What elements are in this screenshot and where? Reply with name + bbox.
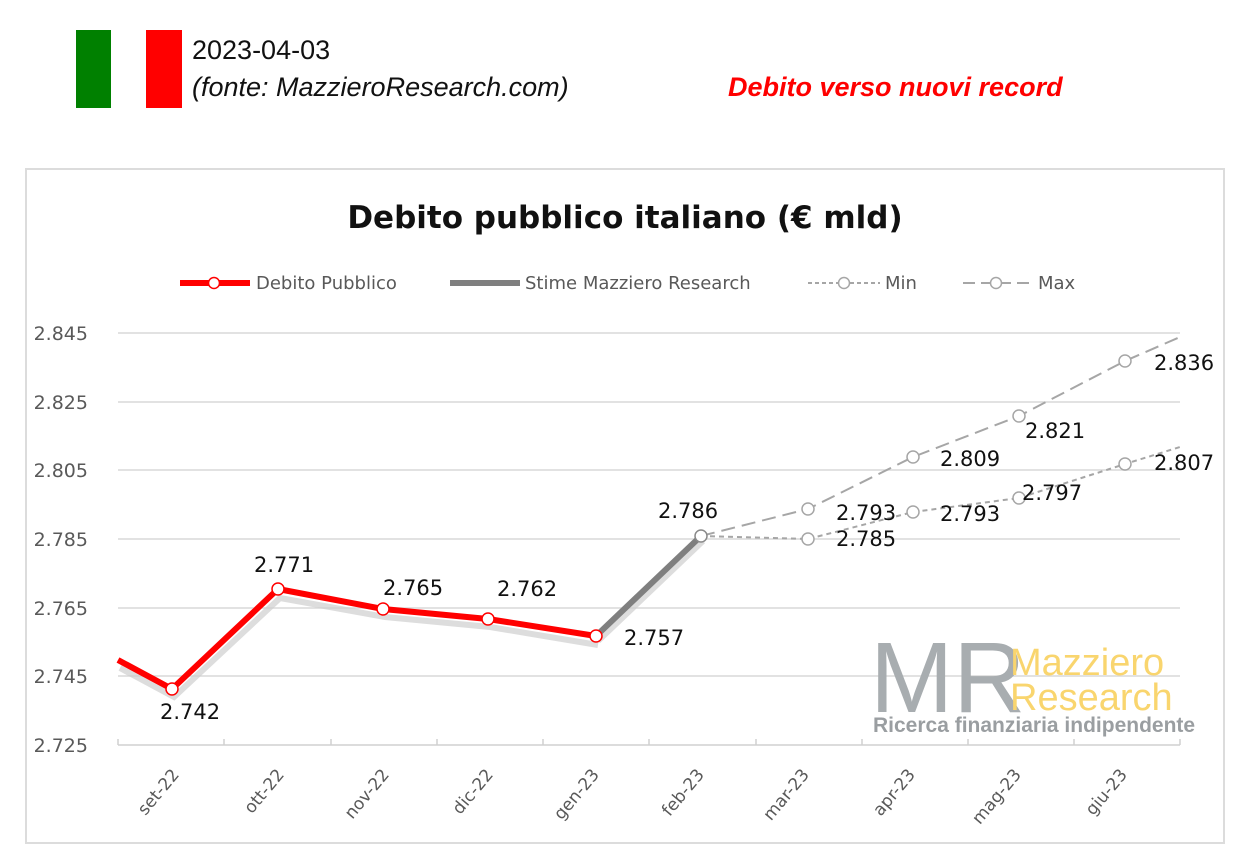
series-stime-shadow (595, 538, 706, 644)
watermark-name-line1: Mazziero (1010, 642, 1164, 684)
legend-item-debito-pubblico: Debito Pubblico (180, 273, 397, 294)
legend-label: Min (885, 273, 917, 294)
x-tick: mag-23 (968, 765, 1025, 828)
data-label: 2.807 (1154, 451, 1214, 475)
x-tick: nov-22 (341, 765, 394, 823)
gridlines (118, 332, 1180, 677)
data-label: 2.765 (383, 576, 443, 600)
x-axis (117, 739, 1181, 746)
x-tick: ott-22 (240, 765, 288, 817)
x-tick: giu-23 (1082, 765, 1132, 819)
x-axis-labels: set-22 ott-22 nov-22 dic-22 gen-23 feb-2… (134, 765, 1132, 828)
watermark-logo: MR (870, 622, 1026, 734)
debito-markers (165, 582, 603, 696)
y-tick: 2.745 (34, 666, 88, 688)
x-tick: mar-23 (760, 765, 814, 824)
data-label: 2.785 (836, 527, 896, 551)
series-debito-shadow (118, 594, 599, 701)
series-max-line (700, 336, 1181, 537)
x-tick: feb-23 (658, 765, 709, 820)
x-tick: set-22 (134, 765, 184, 819)
data-label: 2.797 (1022, 481, 1082, 505)
flag-green-stripe (76, 30, 111, 108)
source-credit: (fonte: MazzieroResearch.com) (192, 72, 569, 102)
data-label: 2.809 (940, 447, 1000, 471)
legend-item-max: Max (963, 273, 1076, 294)
y-tick: 2.785 (34, 529, 88, 551)
data-label: 2.793 (836, 501, 896, 525)
headline: Debito verso nuovi record (728, 72, 1063, 102)
legend-label: Stime Mazziero Research (525, 273, 751, 294)
series-min-line (700, 446, 1181, 541)
legend-label: Debito Pubblico (256, 273, 397, 294)
y-axis-labels: 2.845 2.825 2.805 2.785 2.765 2.745 2.72… (34, 323, 88, 757)
legend-item-stime: Stime Mazziero Research (450, 273, 751, 294)
y-tick: 2.765 (34, 598, 88, 620)
series-debito-line (116, 586, 597, 692)
legend-label: Max (1038, 273, 1076, 294)
x-tick: apr-23 (869, 765, 920, 820)
y-tick: 2.845 (34, 323, 88, 345)
watermark-name-line2: Research (1010, 677, 1173, 719)
y-tick: 2.805 (34, 460, 88, 482)
report-date: 2023-04-03 (192, 35, 331, 65)
series-stime-line (593, 533, 704, 639)
data-label: 2.757 (624, 626, 684, 650)
x-tick: gen-23 (550, 765, 604, 824)
forecast-markers (694, 354, 1132, 546)
mazziero-research-watermark: MR Mazziero Research Ricerca finanziaria… (870, 622, 1195, 737)
data-label: 2.771 (254, 553, 314, 577)
data-label: 2.742 (160, 700, 220, 724)
data-label: 2.793 (940, 502, 1000, 526)
data-label: 2.836 (1154, 351, 1214, 375)
flag-red-stripe (146, 30, 182, 108)
y-tick: 2.825 (34, 392, 88, 414)
watermark-tagline: Ricerca finanziaria indipendente (873, 714, 1195, 737)
data-label: 2.786 (658, 499, 718, 523)
data-label: 2.762 (497, 577, 557, 601)
data-labels: 2.742 2.771 2.765 2.762 2.757 2.786 2.79… (160, 351, 1214, 724)
chart-title: Debito pubblico italiano (€ mld) (347, 200, 902, 236)
data-label: 2.821 (1025, 419, 1085, 443)
legend-item-min: Min (808, 273, 917, 294)
legend: Debito Pubblico Stime Mazziero Research … (180, 273, 1076, 294)
x-tick: dic-22 (449, 765, 498, 818)
y-tick: 2.725 (34, 735, 88, 757)
